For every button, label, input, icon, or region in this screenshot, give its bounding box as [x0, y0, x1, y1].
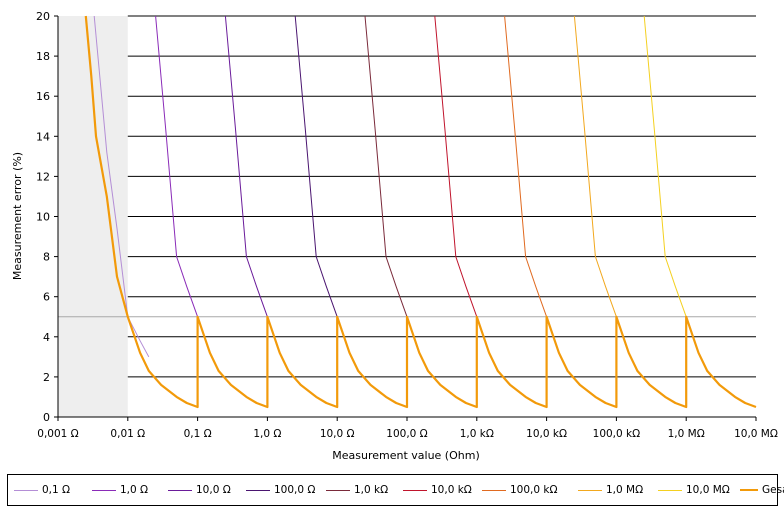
legend-item: 100,0 Ω [246, 475, 315, 505]
shaded-region [58, 16, 128, 417]
legend-item: 10,0 MΩ [658, 475, 730, 505]
x-tick-label: 1,0 kΩ [460, 428, 494, 440]
legend-label: Gesamt [762, 484, 784, 496]
legend-item: 1,0 kΩ [326, 475, 388, 505]
y-tick-label: 4 [43, 331, 50, 344]
legend-swatch [740, 489, 758, 491]
series-line-1,0 Ω [155, 15, 199, 317]
legend-label: 10,0 Ω [196, 484, 231, 496]
x-axis-label: Measurement value (Ohm) [332, 449, 480, 462]
x-tick-label: 10,0 Ω [320, 428, 355, 440]
legend-label: 10,0 MΩ [686, 484, 730, 496]
x-tick-label: 1,0 Ω [253, 428, 281, 440]
error-chart: 0 2 4 6 8 10 12 14 16 18 20 0,001 Ω 0,01 Ω 0,1 Ω 1,0 … [11, 10, 778, 462]
legend-label: 100,0 kΩ [510, 484, 558, 496]
legend-label: 10,0 kΩ [431, 484, 472, 496]
legend-item: Gesamt [740, 475, 784, 505]
y-tick-label: 2 [43, 371, 50, 384]
legend-swatch [482, 489, 506, 491]
x-tick-label: 1,0 MΩ [668, 428, 705, 440]
x-tick-label: 100,0 Ω [386, 428, 427, 440]
legend-label: 1,0 Ω [120, 484, 149, 496]
series-line-0,1 Ω [93, 15, 150, 358]
legend-label: 0,1 Ω [42, 484, 71, 496]
legend-swatch [578, 489, 602, 491]
legend-item: 1,0 Ω [92, 475, 148, 505]
x-tick-labels: 0,001 Ω 0,01 Ω 0,1 Ω 1,0 Ω 10,0 Ω 100,0 Ω 1,0 … [37, 428, 778, 440]
legend-label: 100,0 Ω [274, 484, 316, 496]
y-tick-label: 18 [36, 50, 50, 63]
x-tick-label: 0,01 Ω [110, 428, 145, 440]
x-tick-label: 0,1 Ω [184, 428, 212, 440]
legend-label: 1,0 kΩ [354, 484, 389, 496]
legend-item: 100,0 kΩ [482, 475, 558, 505]
x-tick-label: 100,0 kΩ [593, 428, 641, 440]
y-tick-label: 16 [36, 90, 50, 103]
legend-item: 0,1 Ω [14, 475, 70, 505]
y-tick-label: 20 [36, 10, 50, 23]
legend-swatch [326, 489, 350, 491]
x-tick-label: 0,001 Ω [37, 428, 78, 440]
series-line-100,0 kΩ [504, 15, 548, 317]
legend-swatch [92, 489, 116, 491]
series-layer [84, 15, 757, 409]
y-tick-label: 8 [43, 251, 50, 264]
y-tick-label: 10 [36, 211, 50, 224]
legend-swatch [658, 489, 682, 491]
x-tick-label: 10,0 kΩ [526, 428, 567, 440]
legend-item: 1,0 MΩ [578, 475, 643, 505]
grid-lines [127, 15, 756, 378]
x-tick-label: 10,0 MΩ [734, 428, 778, 440]
series-line-10,0 kΩ [434, 15, 478, 317]
legend-swatch [246, 489, 270, 491]
legend-swatch [14, 489, 38, 491]
y-tick-label: 12 [36, 170, 50, 183]
y-tick-label: 6 [43, 291, 50, 304]
y-tick-labels: 0 2 4 6 8 10 12 14 16 18 20 [36, 10, 50, 424]
series-line-100,0 Ω [294, 15, 338, 317]
y-tick-label: 14 [36, 130, 50, 143]
series-line-Gesamt [84, 15, 757, 409]
y-axis-label: Measurement error (%) [11, 152, 24, 280]
axes [54, 15, 757, 421]
legend-item: 10,0 Ω [168, 475, 231, 505]
legend: 0,1 Ω 1,0 Ω 10,0 Ω 100,0 Ω 1,0 kΩ 10,0 kΩ 100,… [7, 474, 784, 506]
legend-item: 10,0 kΩ [403, 475, 472, 505]
series-line-10,0 Ω [224, 15, 268, 317]
legend-swatch [168, 489, 192, 491]
series-line-10,0 MΩ [643, 15, 687, 317]
series-line-1,0 kΩ [364, 15, 408, 317]
legend-label: 1,0 MΩ [606, 484, 644, 496]
legend-swatch [403, 489, 427, 491]
y-tick-label: 0 [43, 411, 50, 424]
series-line-1,0 MΩ [573, 15, 617, 317]
